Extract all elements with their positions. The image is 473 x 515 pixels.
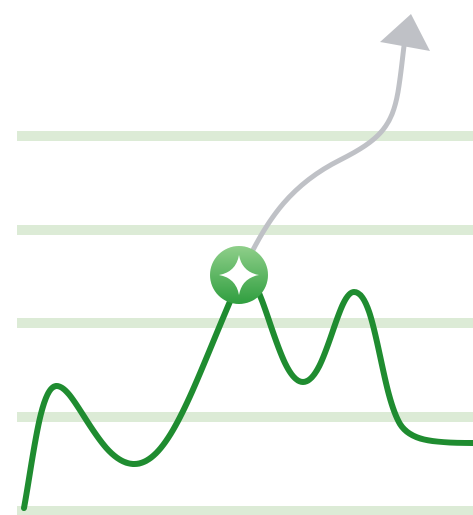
sparkle-icon [219,255,259,295]
gridline [17,131,473,141]
arrowhead-icon [380,14,430,51]
gridline [17,225,473,235]
sparkle-marker [210,246,268,304]
gridline [17,318,473,328]
trend-line [21,273,473,511]
gridline [17,412,473,422]
gridlines [17,131,473,515]
projection-arrow-line [244,43,407,265]
gridline [17,506,473,515]
